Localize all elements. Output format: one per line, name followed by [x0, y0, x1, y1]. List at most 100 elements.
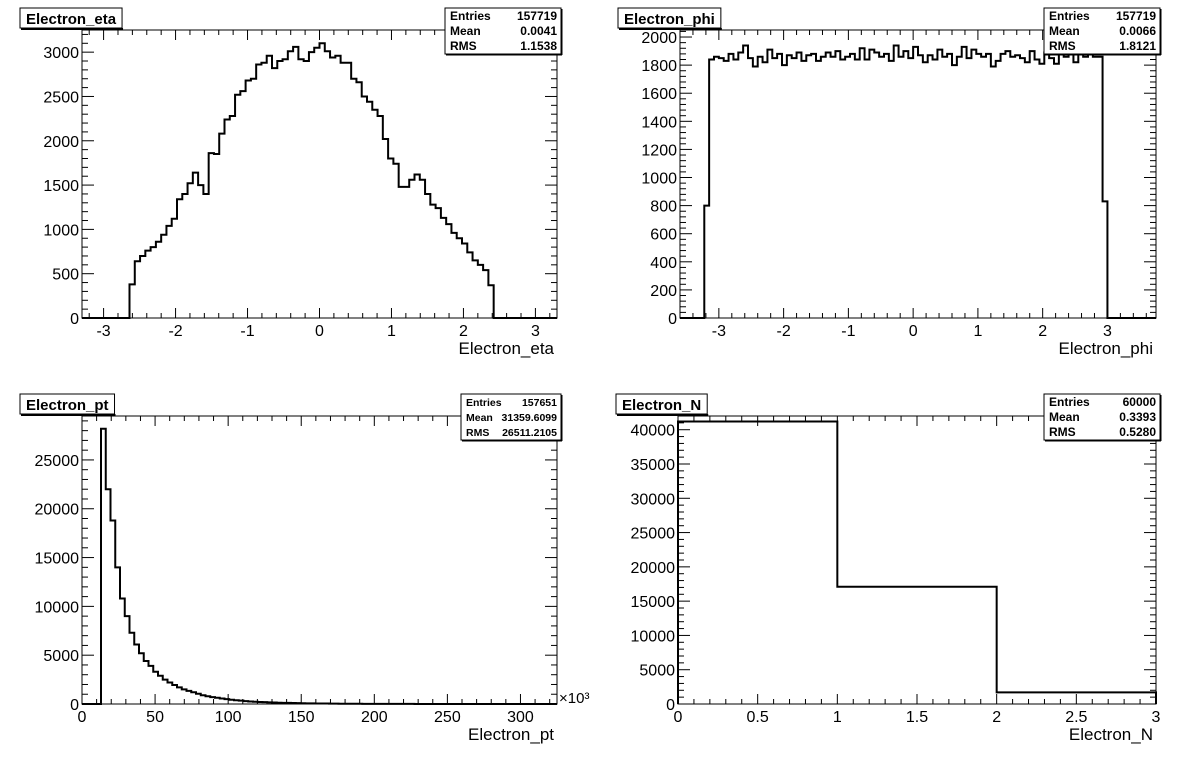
- histogram-bin: [187, 691, 192, 704]
- x-tick-label: -1: [841, 323, 855, 340]
- stats-rms-label: RMS: [450, 39, 477, 53]
- stats-entries-value: 60000: [1123, 395, 1157, 409]
- histogram-bin: [991, 67, 996, 318]
- histogram-bin: [203, 194, 208, 318]
- histogram-bin: [177, 687, 182, 704]
- x-tick-label: 1: [973, 323, 982, 340]
- y-tick-label: 25000: [631, 526, 676, 543]
- histogram-bin: [198, 185, 203, 318]
- stats-rms-value: 0.5280: [1119, 425, 1156, 439]
- histogram-bin: [288, 51, 293, 318]
- stats-entries-label: Entries: [1049, 395, 1090, 409]
- x-tick-label: 0: [674, 709, 683, 726]
- histogram-bin: [182, 689, 187, 704]
- histogram-bin: [1015, 55, 1020, 318]
- histogram-line: [680, 44, 1156, 319]
- histogram-bin: [821, 57, 826, 318]
- histogram-bin: [704, 206, 709, 318]
- histogram-bin: [933, 60, 938, 318]
- histogram-bin: [140, 256, 145, 318]
- x-tick-label: 0: [315, 323, 324, 340]
- stats-entries-label: Entries: [466, 397, 502, 409]
- histogram-bin: [158, 676, 163, 704]
- histogram-bin: [947, 54, 952, 318]
- histogram-bin: [201, 695, 206, 704]
- x-tick-label: 0.5: [747, 709, 769, 726]
- histogram-bin: [309, 52, 314, 318]
- histogram-bin: [239, 701, 244, 704]
- histogram-bin: [1064, 57, 1069, 318]
- histogram-bin: [172, 685, 177, 704]
- histogram-bin: [267, 702, 272, 704]
- chart-title: Electron_eta: [26, 11, 117, 28]
- chart-title: Electron_pt: [26, 397, 109, 414]
- histogram-bin: [320, 43, 325, 318]
- histogram-bin: [156, 242, 161, 318]
- y-tick-label: 1600: [641, 86, 677, 103]
- histogram-bin: [971, 50, 976, 318]
- y-tick-label: 0: [666, 697, 675, 714]
- histogram-bin: [908, 58, 913, 318]
- chart-title-box: Electron_N: [615, 393, 709, 416]
- histogram-bin: [899, 57, 904, 318]
- stats-rms-value: 1.8121: [1119, 39, 1156, 53]
- histogram-bin: [253, 702, 258, 704]
- histogram-bin: [258, 702, 263, 704]
- stats-entries-label: Entries: [450, 9, 491, 23]
- histogram-bin: [801, 61, 806, 318]
- histogram-bin: [1025, 62, 1030, 318]
- histogram-bin: [315, 703, 320, 704]
- histogram-bin: [166, 226, 171, 318]
- stats-box-frame: [444, 7, 562, 55]
- histogram-bin: [325, 51, 330, 318]
- x-tick-label: 3: [1103, 323, 1112, 340]
- histogram-bin: [301, 703, 306, 704]
- stats-entries-value: 157719: [1116, 9, 1156, 23]
- y-tick-label: 2000: [641, 30, 677, 47]
- histogram-bin: [101, 429, 106, 704]
- y-tick-label: 5000: [639, 663, 675, 680]
- histogram-bin: [272, 68, 277, 318]
- stats-rms-label: RMS: [1049, 425, 1076, 439]
- histogram-bin: [996, 61, 1001, 318]
- histogram-bin: [139, 653, 144, 704]
- stats-mean-label: Mean: [466, 412, 493, 424]
- histogram-bin: [840, 60, 845, 318]
- histogram-bin: [719, 58, 724, 318]
- histogram-bin: [193, 173, 198, 318]
- x-tick-label: 150: [288, 709, 315, 726]
- histogram-bin: [1005, 51, 1010, 318]
- histogram-bin: [263, 702, 268, 704]
- chart-title-box: Electron_eta: [19, 7, 124, 30]
- histogram-bin: [145, 251, 150, 318]
- y-tick-label: 5000: [43, 648, 79, 665]
- histogram-bin: [937, 50, 942, 318]
- histogram-bin: [291, 703, 296, 704]
- histogram-bin: [835, 51, 840, 318]
- histogram-bin: [850, 54, 855, 318]
- histogram-bin: [928, 55, 933, 318]
- histogram-bin: [298, 59, 303, 318]
- histogram-bin: [865, 60, 870, 318]
- histogram-bin: [282, 703, 287, 704]
- stats-box-frame: [1043, 7, 1161, 55]
- histogram-bin: [367, 102, 372, 318]
- x-tick-label: -3: [712, 323, 726, 340]
- x-tick-label: 300: [507, 709, 534, 726]
- stats-rms-value: 26511.2105: [502, 427, 557, 439]
- x-tick-label: -2: [777, 323, 791, 340]
- panel-electron-n: 0 5000 10000 15000 20000 25000 30000 35000 40000…: [615, 393, 1162, 744]
- histogram-bin: [729, 54, 734, 318]
- y-tick-label: 600: [650, 227, 677, 244]
- histogram-bin: [462, 244, 467, 318]
- x-tick-label: 1.5: [906, 709, 928, 726]
- stats-box: Entries 157651 Mean 31359.6099 RMS 26511.2105: [460, 393, 563, 442]
- histogram-bin: [172, 219, 177, 318]
- stats-entries-label: Entries: [1049, 9, 1090, 23]
- histogram-bin: [976, 54, 981, 318]
- y-tick-label: 1000: [641, 171, 677, 188]
- histogram-bin: [826, 52, 831, 318]
- histogram-bin: [272, 703, 277, 704]
- histogram-bin: [125, 616, 130, 704]
